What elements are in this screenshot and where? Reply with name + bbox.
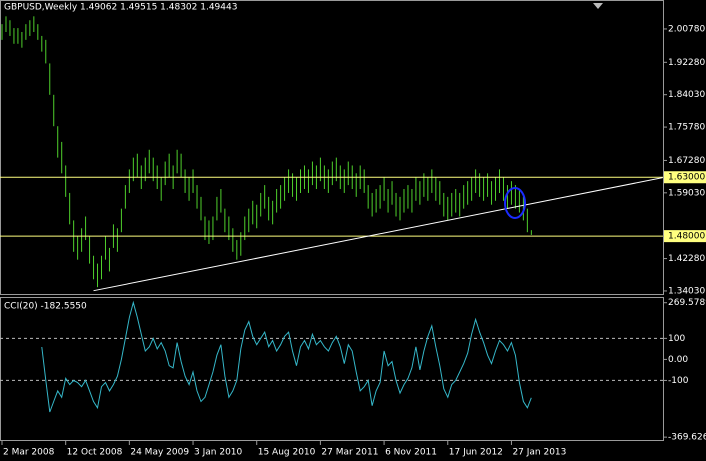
price-frame xyxy=(0,0,664,295)
x-tick-label: 27 Jan 2013 xyxy=(512,448,566,458)
trend-line xyxy=(93,177,663,292)
level-label: 1.63000 xyxy=(668,173,705,183)
level-label-box xyxy=(664,230,706,243)
level-label-box xyxy=(664,171,706,184)
shift-marker xyxy=(593,3,603,9)
y-tick-label: 1.84030 xyxy=(668,90,705,100)
indicator-title: CCI(20) -182.5550 xyxy=(4,302,87,312)
y-tick-label: 1.92280 xyxy=(668,58,705,68)
y-tick-label: 1.42280 xyxy=(668,254,705,264)
y-tick-label: 1.34030 xyxy=(668,286,705,296)
x-tick-label: 6 Nov 2011 xyxy=(385,448,437,458)
y-tick-label: -100 xyxy=(668,376,689,386)
x-tick-label: 27 Mar 2011 xyxy=(321,448,378,458)
y-tick-label: 2.00780 xyxy=(668,24,705,34)
x-tick-label: 24 May 2009 xyxy=(130,448,189,458)
y-tick-label: 100 xyxy=(668,334,685,344)
x-tick-label: 17 Jun 2012 xyxy=(449,448,503,458)
level-label: 1.48000 xyxy=(668,232,705,242)
x-tick-label: 12 Oct 2008 xyxy=(67,448,123,458)
x-tick-label: 3 Jan 2010 xyxy=(194,448,242,458)
highlight-ellipse xyxy=(504,187,526,219)
y-tick-label: 269.5789 xyxy=(668,298,706,308)
y-tick-label: 1.75780 xyxy=(668,123,705,133)
x-tick-label: 2 Mar 2008 xyxy=(3,448,55,458)
y-tick-label: 0.00 xyxy=(668,355,688,365)
x-tick-label: 15 Aug 2010 xyxy=(258,448,316,458)
y-tick-label: 1.59030 xyxy=(668,188,705,198)
cci-frame xyxy=(0,297,664,441)
y-tick-label: -369.6264 xyxy=(668,433,706,443)
cci-line xyxy=(41,300,532,413)
chart-title: GBPUSD,Weekly 1.49062 1.49515 1.48302 1.… xyxy=(4,3,237,13)
y-tick-label: 1.67280 xyxy=(668,156,705,166)
